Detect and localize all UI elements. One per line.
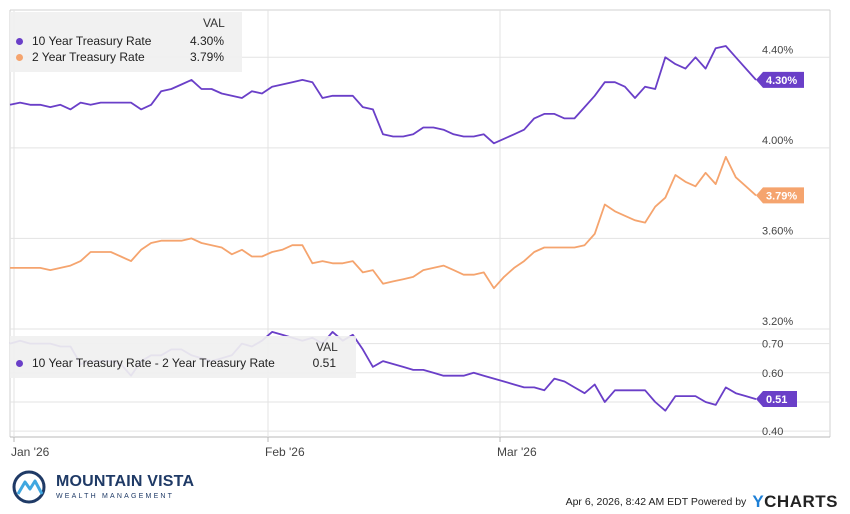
x-tick-label: Feb '26 [265, 445, 305, 459]
legend-label-10y: 10 Year Treasury Rate [32, 34, 152, 48]
end-value-label: 0.51 [756, 391, 797, 408]
brand-logo: MOUNTAIN VISTA WEALTH MANAGEMENT [12, 470, 194, 504]
end-value-label: 3.79% [756, 187, 804, 204]
end-label-background [756, 71, 804, 88]
legend-value-10y: 4.30% [189, 34, 224, 48]
brand-name: MOUNTAIN VISTA [56, 473, 195, 490]
mountain-logo-icon [12, 470, 46, 504]
series-line [9, 45, 757, 145]
legend-dot-10y [16, 37, 23, 45]
ycharts-logo: YCHARTS [752, 492, 838, 512]
y-tick-label: 3.20% [762, 316, 793, 328]
legend-dot-2y [16, 53, 23, 61]
x-tick-label: Mar '26 [497, 445, 537, 459]
legend-row-spread: 10 Year Treasury Rate - 2 Year Treasury … [16, 356, 275, 370]
legend-row-2y: 2 Year Treasury Rate [16, 50, 145, 64]
y-tick-label: 3.60% [762, 225, 793, 237]
x-tick-label: Jan '26 [11, 445, 50, 459]
y-tick-label: 0.70 [762, 339, 783, 351]
y-tick-label: 0.40 [762, 426, 783, 438]
ycharts-y: Y [752, 492, 765, 511]
legend-label-spread: 10 Year Treasury Rate - 2 Year Treasury … [32, 356, 275, 370]
end-label-text: 4.30% [766, 75, 797, 87]
legend-label-2y: 2 Year Treasury Rate [32, 50, 145, 64]
timestamp: Apr 6, 2026, 8:42 AM EDT Powered by [565, 496, 747, 508]
end-label-background [756, 187, 804, 204]
end-label-background [756, 391, 797, 408]
series-line [10, 155, 757, 290]
y-tick-label: 4.00% [762, 135, 793, 147]
bottom-chart-legend: VAL 10 Year Treasury Rate - 2 Year Treas… [10, 336, 356, 378]
legend-header-spread: VAL [316, 340, 338, 354]
end-value-label: 4.30% [756, 71, 804, 88]
end-label-text: 0.51 [766, 394, 787, 406]
legend-value-2y: 3.79% [189, 50, 224, 64]
y-tick-label: 0.60 [762, 368, 783, 380]
ycharts-text: CHARTS [764, 492, 838, 511]
legend-dot-spread [16, 359, 23, 367]
legend-header: VAL [203, 16, 225, 30]
legend-row-10y: 10 Year Treasury Rate [16, 34, 151, 48]
legend-value-spread: 0.51 [312, 356, 336, 370]
footer-attribution: Apr 6, 2026, 8:42 AM EDT Powered by YCHA… [566, 492, 838, 512]
y-tick-label: 4.40% [762, 44, 793, 56]
top-chart-legend: VAL 10 Year Treasury Rate 4.30% 2 Year T… [10, 12, 242, 72]
brand-subtitle: WEALTH MANAGEMENT [56, 493, 175, 500]
end-label-text: 3.79% [766, 190, 797, 202]
